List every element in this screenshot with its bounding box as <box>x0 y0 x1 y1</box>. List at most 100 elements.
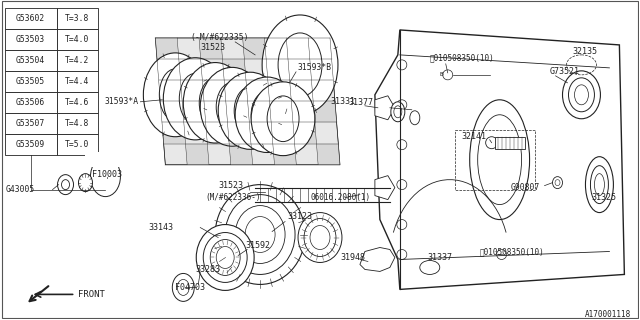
Ellipse shape <box>143 53 207 137</box>
Text: 06016.2080(1): 06016.2080(1) <box>310 193 370 202</box>
Ellipse shape <box>177 279 189 295</box>
Ellipse shape <box>575 85 588 105</box>
Ellipse shape <box>210 239 240 276</box>
Ellipse shape <box>61 180 70 190</box>
Ellipse shape <box>58 175 74 195</box>
Ellipse shape <box>204 233 247 283</box>
Text: Ⓑ010508350(10): Ⓑ010508350(10) <box>479 247 545 256</box>
Bar <box>4 92 56 113</box>
Ellipse shape <box>199 78 231 128</box>
Polygon shape <box>162 123 186 144</box>
Ellipse shape <box>97 164 115 189</box>
Bar <box>495 137 525 149</box>
Bar <box>56 8 99 29</box>
Polygon shape <box>243 38 266 59</box>
Circle shape <box>397 220 407 229</box>
Ellipse shape <box>90 157 120 196</box>
Bar <box>86 152 125 167</box>
Text: 33143: 33143 <box>148 223 173 232</box>
Ellipse shape <box>420 260 440 275</box>
Bar <box>4 29 56 50</box>
Bar <box>4 50 56 71</box>
Polygon shape <box>313 101 337 123</box>
Text: G43005: G43005 <box>6 185 35 194</box>
Ellipse shape <box>278 33 322 97</box>
Ellipse shape <box>235 205 285 263</box>
Text: 32141: 32141 <box>461 132 486 141</box>
Ellipse shape <box>410 111 420 125</box>
Text: T=4.8: T=4.8 <box>65 119 90 128</box>
Text: 31523: 31523 <box>218 181 243 190</box>
Polygon shape <box>273 144 296 165</box>
Polygon shape <box>179 59 202 80</box>
Bar <box>56 92 99 113</box>
Text: 31593*A: 31593*A <box>104 97 138 106</box>
Ellipse shape <box>183 62 247 143</box>
Ellipse shape <box>216 82 248 131</box>
Ellipse shape <box>245 217 275 252</box>
Text: Ⓑ010508350(10): Ⓑ010508350(10) <box>430 53 495 62</box>
Polygon shape <box>159 80 182 101</box>
Circle shape <box>397 250 407 260</box>
Ellipse shape <box>298 212 342 262</box>
Text: 31337: 31337 <box>428 253 452 262</box>
Ellipse shape <box>200 68 264 146</box>
Polygon shape <box>250 123 273 144</box>
Ellipse shape <box>172 274 195 301</box>
Text: 31593*B: 31593*B <box>297 63 331 72</box>
Bar <box>4 71 56 92</box>
Text: G53504: G53504 <box>16 56 45 65</box>
Polygon shape <box>375 30 625 289</box>
Polygon shape <box>286 38 310 59</box>
Ellipse shape <box>563 71 600 119</box>
Text: F04703: F04703 <box>175 283 205 292</box>
Ellipse shape <box>234 87 266 135</box>
Text: G53509: G53509 <box>16 140 45 149</box>
Polygon shape <box>375 96 395 120</box>
Circle shape <box>397 60 407 70</box>
Ellipse shape <box>251 92 283 138</box>
Ellipse shape <box>304 219 336 256</box>
Text: 32135: 32135 <box>573 47 598 56</box>
Bar <box>4 113 56 134</box>
Polygon shape <box>156 38 179 59</box>
Text: G73521: G73521 <box>550 67 580 76</box>
Text: T=3.8: T=3.8 <box>65 14 90 23</box>
Text: 31948: 31948 <box>340 253 365 262</box>
Polygon shape <box>199 38 223 59</box>
Polygon shape <box>269 101 293 123</box>
Polygon shape <box>186 144 209 165</box>
Ellipse shape <box>218 72 282 149</box>
Text: G53506: G53506 <box>16 98 45 107</box>
Text: 31592: 31592 <box>245 241 270 250</box>
Ellipse shape <box>591 166 609 204</box>
Ellipse shape <box>235 77 299 153</box>
Ellipse shape <box>262 15 338 115</box>
Ellipse shape <box>196 225 254 291</box>
Polygon shape <box>360 247 395 271</box>
Bar <box>4 8 56 29</box>
Text: T=4.0: T=4.0 <box>65 35 90 44</box>
Text: T=4.4: T=4.4 <box>65 77 90 86</box>
Bar <box>56 134 99 155</box>
Text: 31377: 31377 <box>348 98 373 107</box>
Text: A170001118: A170001118 <box>585 310 632 319</box>
Ellipse shape <box>79 174 92 192</box>
Ellipse shape <box>595 174 604 196</box>
Polygon shape <box>182 101 205 123</box>
Text: G90807: G90807 <box>510 183 540 192</box>
Ellipse shape <box>159 69 191 121</box>
Text: B: B <box>440 72 444 77</box>
Polygon shape <box>226 101 250 123</box>
Circle shape <box>397 180 407 190</box>
Ellipse shape <box>486 137 498 149</box>
Bar <box>56 113 99 134</box>
Ellipse shape <box>310 226 330 250</box>
Polygon shape <box>246 80 269 101</box>
Text: 33123: 33123 <box>287 212 312 221</box>
Polygon shape <box>266 59 290 80</box>
Ellipse shape <box>215 185 305 284</box>
Bar <box>56 50 99 71</box>
Text: 31523: 31523 <box>200 44 225 52</box>
Text: FRONT: FRONT <box>79 290 106 299</box>
